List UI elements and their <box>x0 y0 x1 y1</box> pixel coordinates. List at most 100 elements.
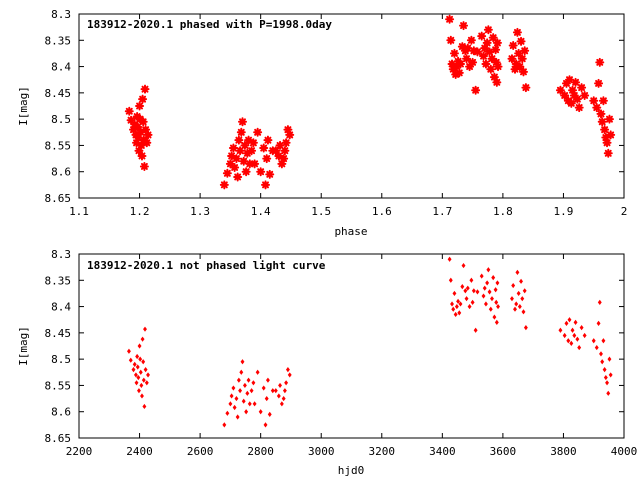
phased-data-point <box>259 143 269 153</box>
phased-data-point <box>516 36 526 46</box>
unphased-data-point <box>238 388 243 394</box>
phased-y-tick-label: 8.4 <box>51 61 71 74</box>
unphased-data-point <box>515 269 520 275</box>
unphased-data-point <box>461 262 466 269</box>
unphased-y-tick-label: 8.35 <box>45 274 72 287</box>
unphased-data-point <box>225 410 230 416</box>
unphased-data-point <box>608 372 613 378</box>
phased-data-point <box>452 62 462 72</box>
phased-data-point <box>136 127 146 137</box>
unphased-data-point <box>452 290 457 297</box>
unphased-data-point <box>603 374 608 381</box>
unphased-y-tick-label: 8.45 <box>45 327 72 340</box>
phased-data-point <box>256 167 266 177</box>
phased-data-point <box>568 85 578 95</box>
unphased-data-point <box>457 310 462 316</box>
unphased-data-point <box>606 390 611 396</box>
unphased-data-point <box>517 303 522 310</box>
phased-data-point <box>446 35 456 45</box>
unphased-data-point <box>285 367 290 373</box>
unphased-y-tick-label: 8.65 <box>45 432 72 445</box>
unphased-data-point <box>493 287 498 293</box>
phased-data-point <box>219 180 229 190</box>
unphased-data-point <box>146 372 150 378</box>
unphased-data-point <box>510 296 514 302</box>
unphased-data-point <box>246 377 251 383</box>
unphased-plot-title: 183912-2020.1 not phased light curve <box>87 259 326 272</box>
unphased-data-point <box>137 343 142 349</box>
unphased-data-point <box>264 395 269 402</box>
unphased-data-point <box>495 280 500 286</box>
phased-data-point <box>555 85 565 95</box>
unphased-data-point <box>255 369 260 375</box>
unphased-data-point <box>594 344 599 351</box>
unphased-data-point <box>487 289 492 295</box>
unphased-y-axis-title: I[mag] <box>17 326 30 366</box>
unphased-data-point <box>236 377 241 383</box>
phased-data-point <box>239 156 249 166</box>
unphased-data-point <box>482 285 487 291</box>
unphased-data-point <box>567 317 572 323</box>
unphased-data-point <box>562 332 567 339</box>
unphased-data-point <box>284 380 289 386</box>
phased-data-point <box>485 47 495 57</box>
phased-plot-frame <box>78 13 625 199</box>
phased-x-tick-label: 1.6 <box>372 205 392 218</box>
unphased-data-point <box>242 382 247 389</box>
unphased-data-point <box>247 401 252 407</box>
phased-data-point <box>571 77 581 87</box>
phased-data-point <box>134 146 144 156</box>
unphased-data-point <box>287 372 292 378</box>
phased-data-point <box>463 43 473 53</box>
unphased-data-point <box>278 382 282 389</box>
unphased-data-points <box>127 256 613 428</box>
phased-data-point <box>511 59 521 69</box>
phased-data-point <box>227 151 237 161</box>
phased-data-point <box>580 90 590 100</box>
unphased-data-point <box>522 288 527 294</box>
phased-data-point <box>514 48 524 58</box>
phased-data-point <box>135 101 145 111</box>
phased-y-tick-label: 8.65 <box>45 192 72 205</box>
phased-y-tick-label: 8.35 <box>45 34 72 47</box>
phased-data-point <box>561 78 571 88</box>
unphased-data-point <box>483 301 488 307</box>
unphased-data-point <box>450 301 454 307</box>
phased-data-point <box>492 77 502 87</box>
unphased-data-point <box>140 336 145 342</box>
unphased-data-point <box>602 367 607 373</box>
unphased-data-point <box>494 319 499 325</box>
unphased-data-point <box>473 327 478 333</box>
phased-data-point <box>253 127 263 137</box>
unphased-data-point <box>281 395 286 402</box>
unphased-data-point <box>456 298 461 304</box>
phased-data-point <box>244 135 254 145</box>
phased-data-point <box>481 59 491 69</box>
phased-data-point <box>512 27 522 37</box>
phased-data-point <box>271 146 281 156</box>
phased-data-point <box>142 138 152 148</box>
unphased-data-point <box>521 309 526 315</box>
unphased-data-point <box>579 325 584 331</box>
unphased-data-point <box>142 403 147 410</box>
unphased-data-point <box>137 388 141 394</box>
unphased-data-point <box>135 353 140 360</box>
phased-data-point <box>241 167 251 177</box>
unphased-data-point <box>267 411 272 417</box>
phased-data-point <box>447 59 457 69</box>
phased-data-point <box>263 135 273 145</box>
phased-data-point <box>234 135 244 145</box>
phased-data-point <box>233 172 243 182</box>
phased-data-point <box>250 159 260 169</box>
phased-y-axis-title: I[mag] <box>17 86 30 126</box>
phased-x-tick-label: 2 <box>621 205 628 218</box>
phased-data-point <box>129 125 138 135</box>
unphased-data-point <box>511 282 516 289</box>
phased-data-point <box>238 117 247 127</box>
phased-data-point <box>448 64 458 74</box>
unphased-x-tick-label: 3400 <box>429 445 456 458</box>
unphased-data-point <box>513 306 517 312</box>
phased-data-point <box>600 125 610 135</box>
unphased-x-tick-label: 3000 <box>308 445 335 458</box>
phased-data-point <box>560 90 570 100</box>
